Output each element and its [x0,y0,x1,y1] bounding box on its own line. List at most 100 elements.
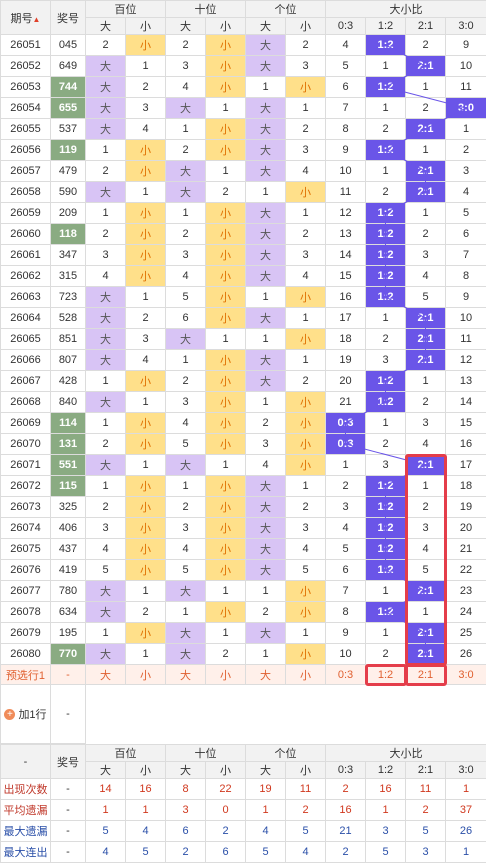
ratio-miss-cell: 9 [326,623,366,644]
period-cell: 26067 [1,371,51,392]
big-miss-cell: 4 [246,455,286,476]
big-subheader: 大 [86,762,126,779]
ratio-hit-cell: 3:0 [446,98,486,119]
small-subheader: 小 [286,762,326,779]
small-miss-cell: 2 [286,35,326,56]
ratio-miss-cell: 10 [446,56,486,77]
predict-ratio[interactable]: 2:1 [406,665,446,685]
stats-value: 37 [446,800,486,821]
small-hit-cell: 小 [126,245,166,266]
big-hit-cell: 大 [86,98,126,119]
ratio-miss-cell: 3 [326,497,366,518]
small-hit-cell: 小 [206,539,246,560]
big-subheader: 大 [246,18,286,35]
small-miss-cell: 4 [126,350,166,371]
stats-value: 2 [206,821,246,842]
stats-value: 2 [326,779,366,800]
small-hit-cell: 小 [206,245,246,266]
big-miss-cell: 1 [246,287,286,308]
period-cell: 26065 [1,329,51,350]
predict-ratio[interactable]: 0:3 [326,665,366,685]
big-miss-cell: 1 [86,140,126,161]
predict-cell[interactable]: 大 [246,665,286,685]
predict-cell[interactable]: 小 [126,665,166,685]
predict-row[interactable]: 预选行1 - 大 小 大 小 大 小 0:3 1:2 2:1 3:0 [1,665,486,685]
big-hit-cell: 大 [246,56,286,77]
ratio-hit-cell: 2:1 [406,182,446,203]
ratio-miss-cell: 3 [366,350,406,371]
predict-ratio[interactable]: 1:2 [366,665,406,685]
stats-value: 2 [286,800,326,821]
plus-icon[interactable]: + [4,709,15,720]
big-hit-cell: 大 [86,182,126,203]
small-hit-cell: 小 [206,266,246,287]
ratio-hit-cell: 2:1 [406,350,446,371]
small-hit-cell: 小 [206,476,246,497]
period-cell: 26069 [1,413,51,434]
period-header[interactable]: 期号▲ [1,1,51,35]
period-cell: 26056 [1,140,51,161]
small-hit-cell: 小 [206,77,246,98]
ratio-miss-cell: 1 [366,623,406,644]
prize-cell: 115 [51,476,86,497]
small-hit-cell: 小 [126,539,166,560]
ratio-miss-cell: 5 [326,539,366,560]
big-miss-cell: 3 [246,434,286,455]
small-hit-cell: 小 [286,413,326,434]
predict-cell[interactable]: 大 [166,665,206,685]
add-row-button[interactable]: +加1行 [1,685,51,744]
predict-cell[interactable]: 小 [206,665,246,685]
period-cell: 26059 [1,203,51,224]
period-cell: 26057 [1,161,51,182]
period-cell: 26062 [1,266,51,287]
small-miss-cell: 4 [126,119,166,140]
predict-cell[interactable]: 大 [86,665,126,685]
ratio-miss-cell: 1 [406,77,446,98]
small-hit-cell: 小 [206,371,246,392]
prize-cell: 634 [51,602,86,623]
small-miss-cell: 2 [206,182,246,203]
predict-ratio[interactable]: 3:0 [446,665,486,685]
prize-cell: 723 [51,287,86,308]
stats-value: 5 [86,821,126,842]
ratio-miss-cell: 1 [366,581,406,602]
ratio-miss-cell: 19 [326,350,366,371]
ratio-hit-cell: 1:2 [366,539,406,560]
stats-value: 4 [86,842,126,863]
big-miss-cell: 2 [86,35,126,56]
stats-value: 1 [126,800,166,821]
ratio-subheader: 1:2 [366,762,406,779]
ratio-miss-cell: 4 [446,182,486,203]
big-hit-cell: 大 [246,224,286,245]
big-hit-cell: 大 [246,161,286,182]
period-cell: 26077 [1,581,51,602]
ratio-miss-cell: 10 [326,161,366,182]
ratio-miss-cell: 1 [406,476,446,497]
ratio-miss-cell: 2 [406,35,446,56]
predict-cell[interactable]: 小 [286,665,326,685]
ratio-miss-cell: 6 [446,224,486,245]
small-miss-cell: 2 [286,119,326,140]
sort-icon[interactable]: ▲ [33,15,41,24]
small-hit-cell: 小 [126,140,166,161]
prize-cell: 118 [51,224,86,245]
ratio-subheader: 3:0 [446,18,486,35]
period-cell: 26061 [1,245,51,266]
period-cell: 26052 [1,56,51,77]
small-miss-cell: 1 [126,455,166,476]
prize-cell: 807 [51,350,86,371]
small-miss-cell: 1 [206,455,246,476]
ratio-miss-cell: 14 [326,245,366,266]
small-hit-cell: 小 [286,581,326,602]
